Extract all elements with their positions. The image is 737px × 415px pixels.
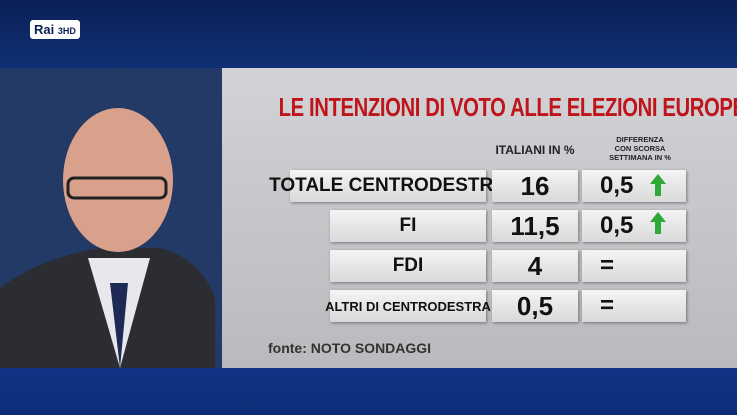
channel-logo: Rai 3HD	[30, 20, 80, 39]
brand: Rai	[34, 22, 55, 37]
row-diff: =	[582, 250, 686, 282]
row-label: FDI	[330, 250, 486, 282]
row-value: 0,5	[492, 290, 578, 322]
graphic-title: LE INTENZIONI DI VOTO ALLE ELEZIONI EURO…	[278, 92, 737, 122]
channel: 3HD	[57, 26, 76, 36]
trend-arrows	[650, 174, 666, 234]
diff-header-line: DIFFERENZA	[616, 135, 664, 144]
row-diff: 0,5	[582, 170, 686, 202]
row-value: 16	[492, 170, 578, 202]
presenter-area	[0, 68, 222, 368]
row-label: ALTRI DI CENTRODESTRA	[325, 290, 491, 322]
row-label: TOTALE CENTRODESTRA	[269, 170, 507, 202]
row-diff: =	[582, 290, 686, 322]
row-label: FI	[330, 210, 486, 242]
row-value: 11,5	[492, 210, 578, 242]
value-header: ITALIANI IN %	[495, 143, 575, 157]
diff-header: DIFFERENZA CON SCORSA SETTIMANA IN %	[590, 135, 690, 162]
presenter	[0, 108, 215, 368]
row-diff: 0,5	[582, 210, 686, 242]
diff-header-line: SETTIMANA IN %	[609, 153, 671, 162]
row-value: 4	[492, 250, 578, 282]
source: fonte: NOTO SONDAGGI	[268, 340, 432, 356]
diff-header-line: CON SCORSA	[614, 144, 666, 153]
